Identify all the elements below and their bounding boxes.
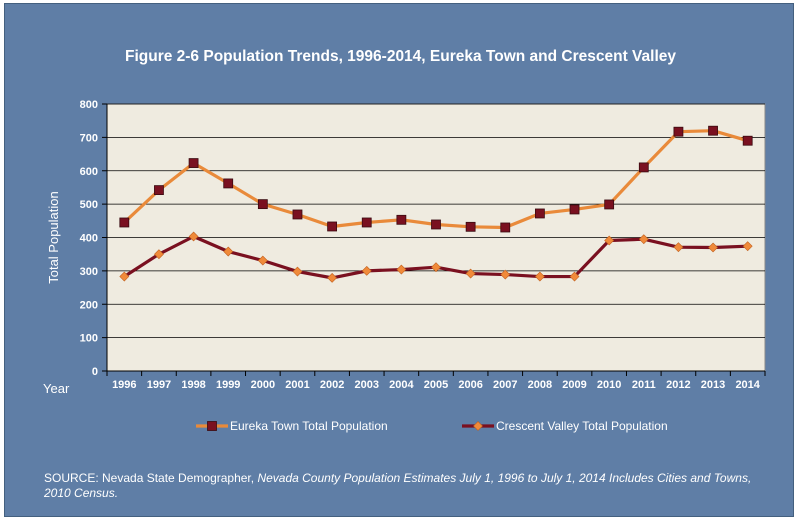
series-2-point: [465, 268, 476, 279]
series-2-point: [534, 271, 545, 282]
legend-marker-2: [473, 421, 483, 431]
series-1-point: [673, 126, 684, 137]
series-1-point: [292, 209, 303, 220]
series-1-point: [742, 135, 753, 146]
series-1-point: [569, 204, 580, 215]
series-2-point: [500, 269, 511, 280]
series-1-point: [708, 125, 718, 136]
series-1-point: [500, 222, 511, 233]
series-2-point: [396, 264, 407, 275]
y-tick-label: 200: [80, 299, 98, 311]
x-tick-label: 2011: [632, 379, 656, 391]
series-1-point: [396, 214, 407, 225]
y-tick-label: 100: [80, 333, 98, 345]
source-italic: Nevada County Population Estimates July …: [44, 471, 752, 500]
series-1-point: [465, 221, 476, 232]
series-2-point: [223, 246, 234, 257]
x-tick-label: 2004: [389, 379, 414, 391]
series-2-point: [119, 271, 130, 282]
series-1-point: [534, 208, 545, 219]
x-tick-label: 2006: [458, 379, 482, 391]
x-tick-label: 2008: [528, 379, 552, 391]
source-prefix: SOURCE: Nevada State Demographer,: [44, 471, 258, 485]
series-1-point: [361, 217, 372, 228]
series-2-point: [638, 234, 649, 245]
series-1-point: [638, 162, 649, 173]
series-2-point: [742, 241, 753, 252]
x-tick-label: 1997: [147, 379, 171, 391]
series-2-point: [604, 235, 615, 246]
y-tick-label: 0: [92, 366, 98, 378]
y-tick-label: 300: [80, 266, 98, 278]
legend-marker-1: [207, 421, 217, 431]
x-tick-label: 2012: [666, 379, 690, 391]
series-1-point: [257, 199, 268, 210]
x-tick-label: 2014: [735, 379, 760, 391]
series-2-point: [257, 255, 268, 266]
series-2-point: [154, 249, 164, 260]
x-tick-label: 2002: [320, 379, 344, 391]
legend-label-1: Eureka Town Total Population: [230, 419, 388, 433]
series-2-point: [431, 262, 441, 273]
x-axis-label: Year: [43, 381, 70, 396]
series-2-point: [708, 242, 718, 253]
series-1-point: [188, 158, 199, 168]
series-1-point: [604, 199, 615, 210]
series-1-point: [119, 217, 130, 228]
x-tick-label: 2001: [285, 379, 309, 391]
x-tick-label: 1996: [112, 379, 136, 391]
series-2-point: [361, 265, 372, 276]
chart-title: Figure 2-6 Population Trends, 1996-2014,…: [124, 48, 676, 65]
x-tick-label: 2003: [354, 379, 378, 391]
x-tick-label: 1998: [181, 379, 205, 391]
y-tick-label: 400: [80, 233, 98, 245]
legend-label-2: Crescent Valley Total Population: [496, 419, 668, 433]
series-1-point: [223, 178, 234, 189]
x-tick-label: 1999: [216, 379, 240, 391]
x-tick-label: 2013: [701, 379, 725, 391]
series-2-point: [569, 271, 580, 282]
x-tick-label: 2000: [251, 379, 275, 391]
series-1-point: [327, 221, 338, 232]
y-tick-label: 800: [80, 99, 98, 111]
series-1-point: [154, 185, 164, 196]
x-tick-label: 2007: [493, 379, 517, 391]
x-tick-label: 2010: [597, 379, 621, 391]
series-2-point: [292, 266, 303, 277]
y-axis-label: Total Population: [46, 191, 61, 284]
series-1-point: [431, 219, 441, 230]
series-2-point: [673, 242, 684, 253]
y-tick-label: 500: [80, 199, 98, 211]
series-2-point: [188, 231, 199, 242]
series-2-point: [327, 272, 338, 283]
x-tick-label: 2009: [562, 379, 586, 391]
y-tick-label: 600: [80, 166, 98, 178]
x-tick-label: 2005: [424, 379, 448, 391]
y-tick-label: 700: [80, 132, 98, 144]
source-note: SOURCE: Nevada State Demographer, Nevada…: [44, 471, 764, 501]
